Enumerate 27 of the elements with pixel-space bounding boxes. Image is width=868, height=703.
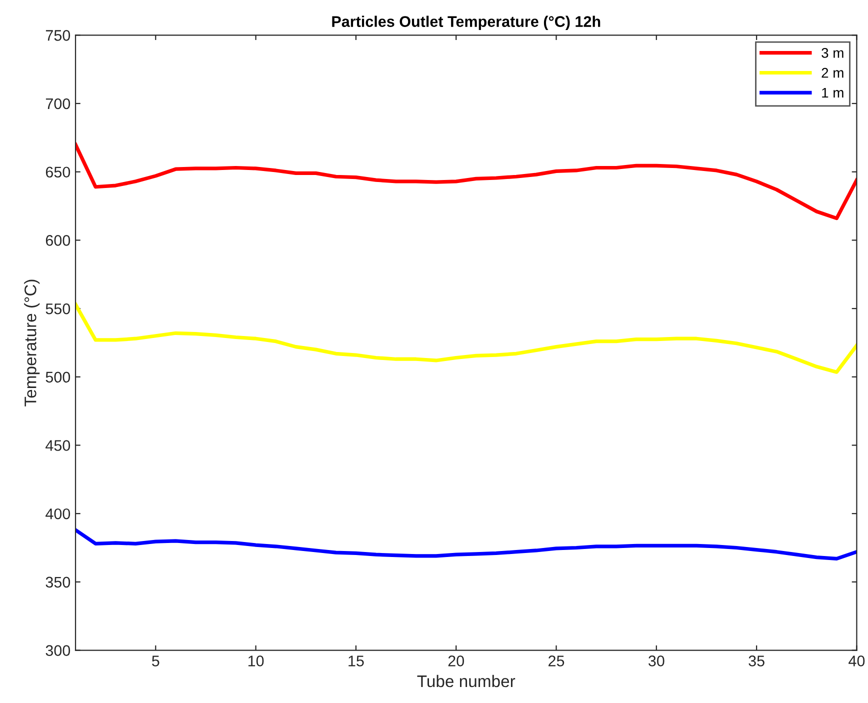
y-tick-label: 700: [46, 98, 70, 110]
line-series: [76, 528, 857, 560]
y-tick-label: 450: [46, 440, 70, 451]
chart-title: Particles Outlet Temperature (°C) 12h: [332, 16, 600, 30]
x-tick-label: 15: [348, 656, 364, 666]
x-tick-label: 40: [848, 656, 865, 666]
legend-label: 2 m: [822, 68, 844, 78]
y-tick-label: 550: [46, 303, 70, 314]
x-tick-label: 35: [748, 656, 764, 666]
line-series: [76, 142, 857, 220]
legend-label: 1 m: [822, 88, 844, 98]
legend-label: 3 m: [822, 48, 844, 58]
x-tick-label: 30: [648, 656, 664, 666]
x-axis-title: Tube number: [417, 674, 516, 688]
line-series: [76, 302, 857, 374]
x-tick-label: 10: [248, 656, 264, 666]
y-tick-label: 750: [46, 30, 70, 41]
x-tick-label: 5: [152, 656, 160, 666]
y-tick-label: 650: [46, 166, 70, 178]
y-tick-label: 300: [46, 645, 70, 656]
y-tick-label: 600: [46, 235, 70, 246]
y-tick-label: 500: [46, 372, 70, 383]
x-tick-label: 25: [548, 656, 564, 666]
x-tick-label: 20: [448, 656, 464, 666]
y-tick-label: 400: [46, 508, 70, 520]
y-axis-title: Temperature (°C): [24, 280, 40, 406]
y-tick-label: 350: [46, 576, 70, 588]
